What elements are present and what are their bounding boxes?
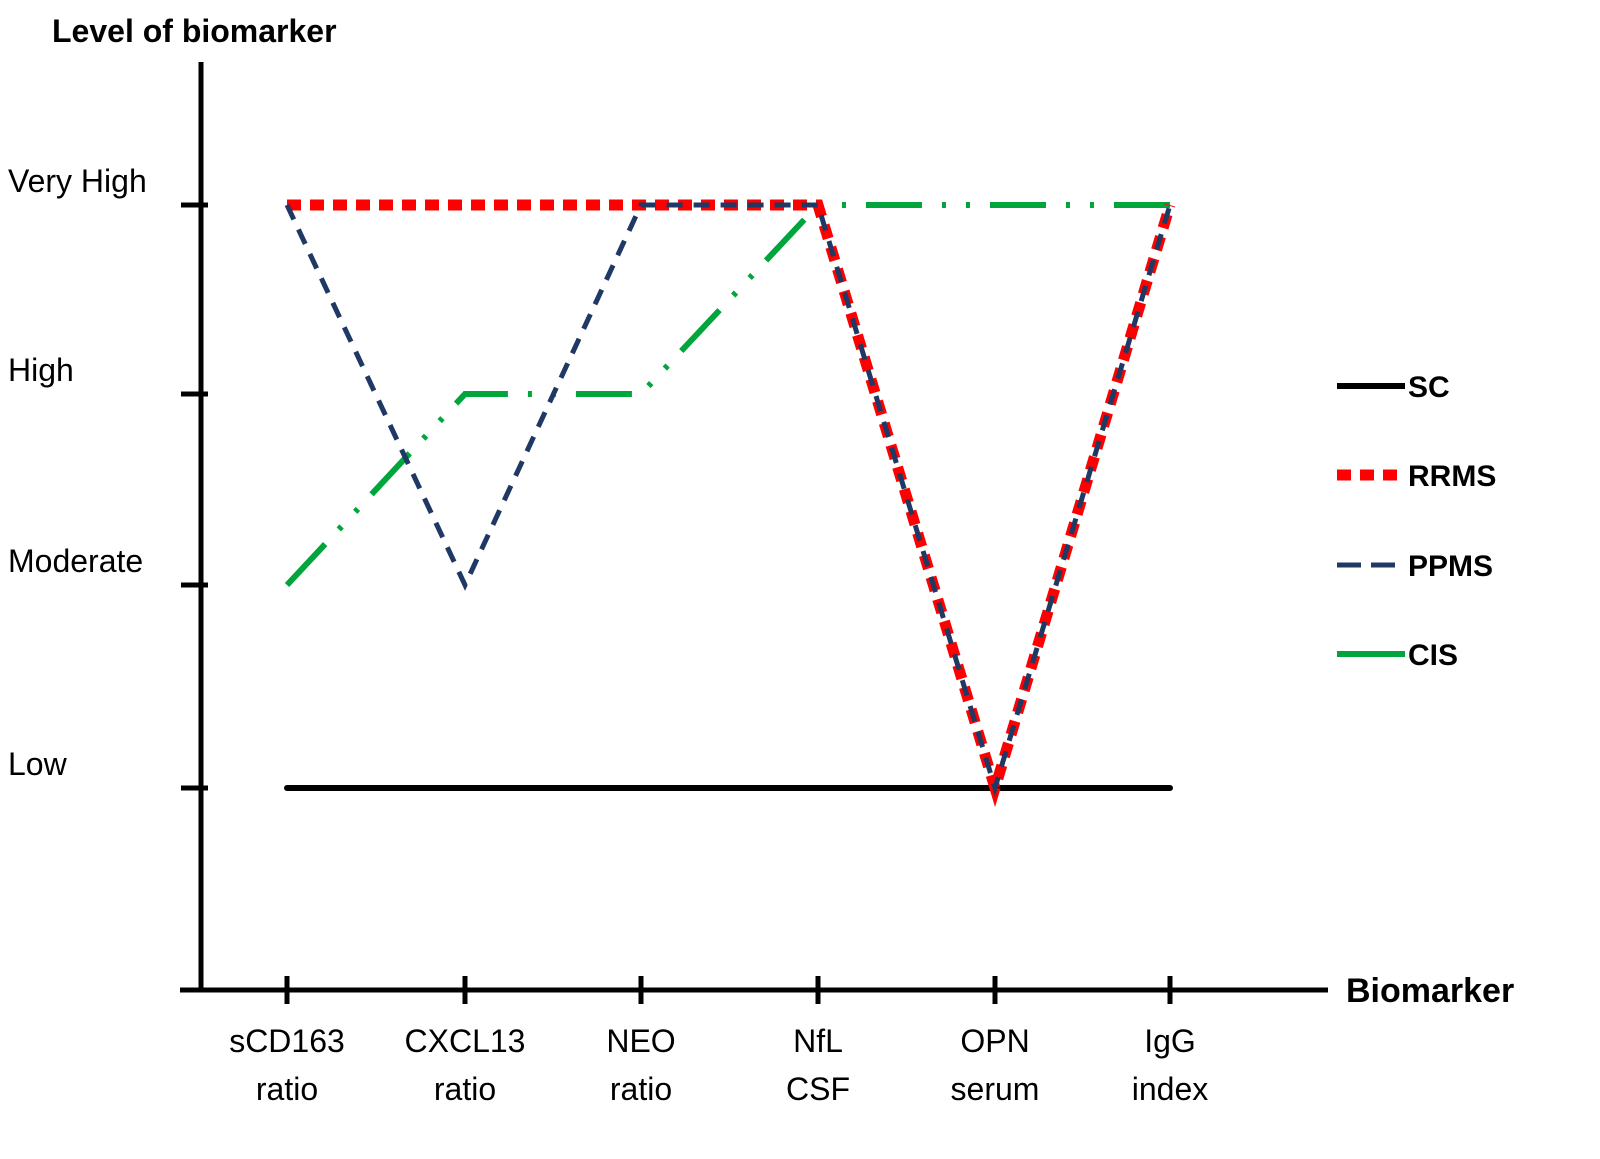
x-tick-label-line2: serum: [951, 1071, 1040, 1107]
x-tick-label-line1: NEO: [606, 1023, 675, 1059]
x-tick-label-line1: OPN: [960, 1023, 1029, 1059]
legend-label-ppms: PPMS: [1408, 550, 1493, 583]
series-line-cis: [284, 202, 1170, 588]
x-tick-label-line2: CSF: [786, 1071, 850, 1107]
y-tick-label: High: [8, 352, 74, 388]
legend-label-rrms: RRMS: [1408, 460, 1496, 493]
y-tick-label: Low: [8, 746, 68, 782]
x-tick-label-line1: IgG: [1144, 1023, 1196, 1059]
legend: SC RRMS PPMS CIS: [1337, 371, 1496, 672]
series-layer: [284, 199, 1176, 808]
labels-layer: Low Moderate High Very High sCD163 ratio CXCL1…: [8, 13, 1514, 1107]
x-tick-label-line2: ratio: [610, 1071, 672, 1107]
axes: [180, 62, 1328, 1004]
y-axis-title: Level of biomarker: [52, 13, 337, 49]
x-tick-label-line2: ratio: [434, 1071, 496, 1107]
y-tick-label: Moderate: [8, 543, 143, 579]
legend-label-sc: SC: [1408, 371, 1450, 404]
x-axis-title: Biomarker: [1346, 972, 1514, 1010]
legend-label-cis: CIS: [1408, 639, 1458, 672]
x-tick-label-line1: NfL: [793, 1023, 843, 1059]
x-tick-label-line2: ratio: [256, 1071, 318, 1107]
y-tick-label: Very High: [8, 163, 147, 199]
x-tick-label-line2: index: [1132, 1071, 1209, 1107]
series-line-ppms: [284, 202, 1173, 797]
x-tick-label-line1: CXCL13: [405, 1023, 526, 1059]
series-line-rrms: [287, 199, 1176, 808]
x-tick-label-line1: sCD163: [229, 1023, 345, 1059]
